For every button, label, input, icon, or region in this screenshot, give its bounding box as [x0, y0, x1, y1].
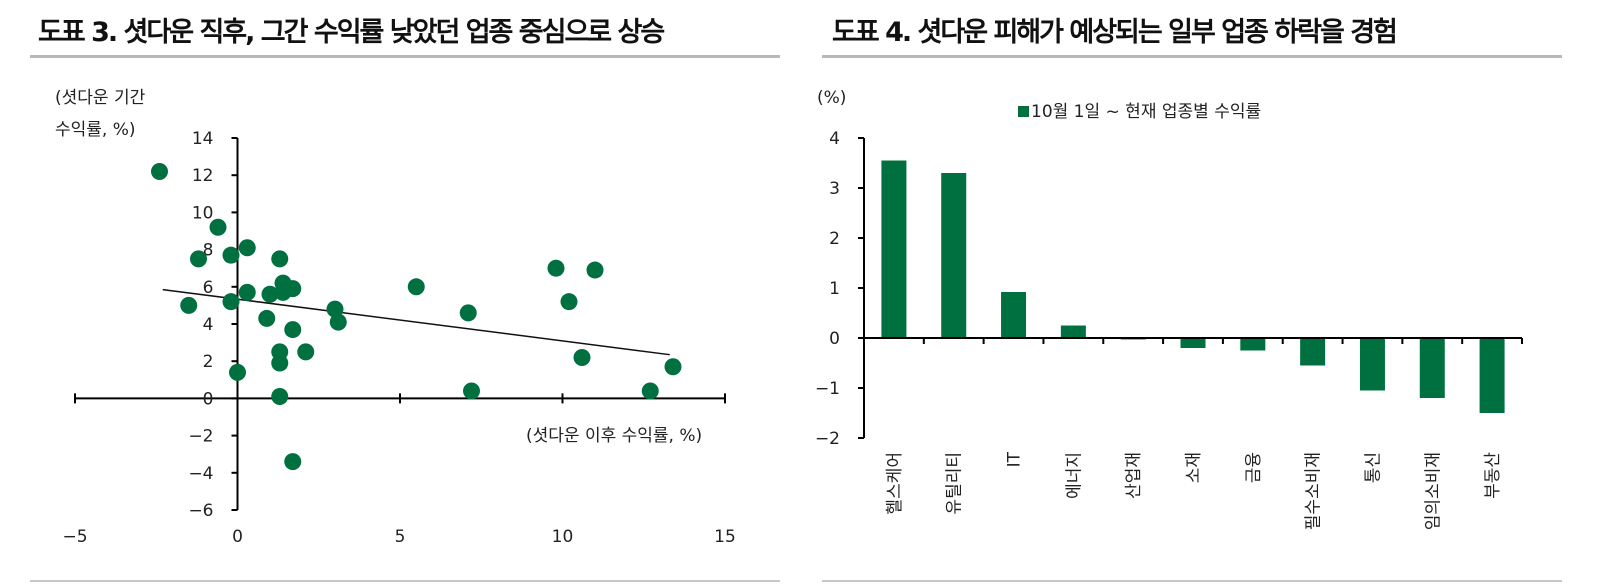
- y-tick-label: 2: [829, 229, 840, 249]
- scatter-point: [258, 309, 276, 327]
- category-label: 헬스케어: [885, 452, 905, 515]
- scatter-point: [641, 382, 659, 400]
- scatter-point: [190, 250, 207, 268]
- scatter-point: [261, 285, 279, 303]
- scatter-point: [284, 321, 302, 339]
- scatter-point: [329, 313, 347, 331]
- scatter-point: [326, 300, 344, 318]
- category-label: 부동산: [1483, 452, 1503, 499]
- x-tick-label: 5: [395, 527, 406, 547]
- bar: [1001, 292, 1027, 338]
- scatter-point: [407, 278, 425, 296]
- scatter-point: [238, 239, 256, 257]
- category-label: IT: [1005, 451, 1025, 467]
- scatter-point: [271, 354, 289, 372]
- right-title-rule: [822, 55, 1562, 58]
- category-label: 유틸리티: [945, 452, 965, 515]
- y-axis-title-line1: (셧다운 기간: [55, 88, 146, 108]
- scatter-point: [222, 246, 240, 264]
- scatter-point: [664, 358, 682, 376]
- scatter-point: [229, 363, 246, 381]
- y-tick-label: −4: [188, 464, 213, 484]
- bar: [1060, 325, 1086, 338]
- bar: [1180, 338, 1206, 348]
- scatter-point: [284, 453, 302, 471]
- x-tick-label: −5: [62, 527, 87, 547]
- scatter-point: [297, 343, 315, 361]
- y-tick-label: −6: [188, 501, 213, 521]
- y-axis-title-line2: 수익률, %): [55, 120, 136, 140]
- bar: [941, 173, 967, 338]
- scatter-point: [284, 280, 302, 298]
- category-label: 에너지: [1064, 452, 1084, 499]
- left-title-rule: [30, 55, 780, 58]
- y-tick-label: 4: [829, 129, 840, 149]
- bar: [1359, 338, 1385, 391]
- x-tick-label: 15: [714, 527, 736, 547]
- scatter-point: [180, 296, 198, 314]
- bar: [881, 160, 907, 338]
- right-chart-panel: 도표 4. 셧다운 피해가 예상되는 일부 업종 하락을 경험 −2 −1 0 1 2 3…: [815, 0, 1612, 587]
- category-label: 산업재: [1124, 452, 1144, 499]
- scatter-point: [459, 304, 477, 322]
- y-tick-label: 4: [203, 315, 214, 335]
- left-chart-title: 도표 3. 셧다운 직후, 그간 수익률 낮았던 업종 중심으로 상승: [38, 17, 665, 48]
- bar-chart: −2 −1 0 1 2 3 4 (%) 헬스케어 유틸리티 IT 에너지 산업재 소재 금융 필수소비재 통신 임…: [815, 88, 1523, 530]
- y-tick-label: −2: [188, 427, 213, 447]
- y-tick-label: 1: [829, 279, 840, 299]
- y-tick-label: 8: [203, 241, 214, 261]
- right-bottom-rule: [822, 580, 1562, 582]
- x-axis-title: (셧다운 이후 수익률, %): [526, 426, 702, 446]
- scatter-point: [560, 293, 578, 311]
- scatter-point: [547, 259, 565, 277]
- y-tick-label: 3: [829, 179, 840, 199]
- y-tick-label: 6: [203, 278, 214, 298]
- right-chart-title: 도표 4. 셧다운 피해가 예상되는 일부 업종 하락을 경험: [832, 17, 1398, 48]
- bar: [1419, 338, 1445, 398]
- legend-label: 10월 1일 ~ 현재 업종별 수익률: [1031, 102, 1261, 122]
- category-label: 통신: [1363, 452, 1383, 483]
- scatter-point: [573, 348, 591, 366]
- y-tick-label: 2: [203, 352, 214, 372]
- scatter-point: [271, 250, 289, 268]
- scatter-point: [238, 283, 256, 301]
- bar: [1300, 338, 1326, 366]
- scatter-point: [271, 388, 289, 406]
- category-label: 임의소비재: [1423, 452, 1443, 530]
- bar: [1479, 338, 1505, 413]
- left-chart-panel: 도표 3. 셧다운 직후, 그간 수익률 낮았던 업종 중심으로 상승 −5 0 5…: [0, 0, 800, 587]
- y-tick-label: 12: [192, 166, 214, 186]
- scatter-point: [586, 261, 604, 279]
- scatter-point: [151, 162, 168, 180]
- y-tick-label: 10: [192, 203, 214, 223]
- x-tick-label: 10: [552, 527, 574, 547]
- bar: [1240, 338, 1266, 351]
- category-label: 금융: [1244, 452, 1264, 483]
- category-label: 소재: [1184, 452, 1204, 483]
- y-tick-label: −1: [815, 379, 840, 399]
- y-axis-unit: (%): [817, 88, 846, 108]
- category-label: 필수소비재: [1304, 452, 1324, 530]
- scatter-point: [222, 293, 240, 311]
- scatter-point: [209, 218, 227, 236]
- y-tick-label: 14: [192, 129, 214, 149]
- scatter-point: [463, 382, 480, 400]
- legend-swatch: [1018, 106, 1029, 117]
- x-tick-label: 0: [232, 527, 243, 547]
- y-tick-label: −2: [815, 429, 840, 449]
- y-tick-label: 0: [829, 329, 840, 349]
- left-bottom-rule: [30, 580, 780, 582]
- y-tick-label: 0: [203, 389, 214, 409]
